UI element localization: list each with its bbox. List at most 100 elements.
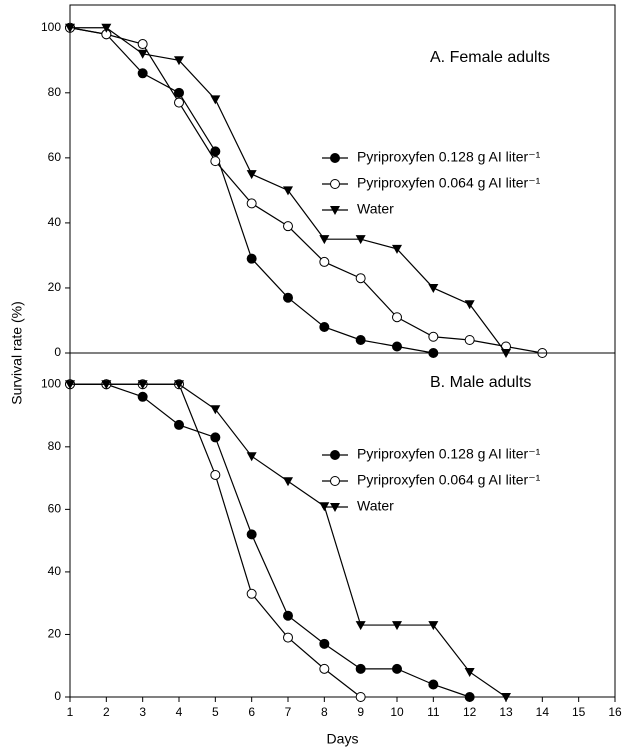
x-tick-label: 5 — [212, 705, 219, 719]
marker — [65, 23, 75, 33]
marker — [137, 391, 148, 402]
legend-marker — [330, 206, 340, 215]
x-tick-label: 8 — [321, 705, 328, 719]
y-tick-label: 60 — [48, 502, 62, 516]
marker — [392, 663, 402, 674]
x-tick-label: 2 — [103, 705, 110, 719]
x-tick-label: 14 — [536, 705, 550, 719]
marker — [174, 380, 184, 390]
marker — [210, 405, 221, 415]
x-tick-label: 16 — [608, 705, 622, 719]
legend-marker — [330, 476, 340, 486]
y-tick-label: 40 — [48, 564, 62, 578]
x-tick-label: 7 — [285, 705, 292, 719]
marker — [246, 452, 257, 462]
marker — [319, 638, 330, 649]
marker — [355, 334, 366, 345]
marker — [137, 39, 148, 50]
legend-marker — [330, 503, 340, 512]
series-line — [70, 383, 362, 698]
legend-label: Pyriproxyfen 0.128 g AI liter⁻¹ — [357, 446, 541, 462]
marker — [428, 283, 439, 293]
series-line — [70, 383, 507, 698]
legend-marker — [330, 450, 340, 460]
y-axis-label: Survival rate (%) — [9, 301, 25, 404]
marker — [210, 156, 221, 167]
marker — [137, 68, 148, 79]
x-tick-label: 13 — [499, 705, 513, 719]
marker — [283, 610, 293, 621]
y-tick-label: 100 — [41, 376, 61, 390]
panel-title: A. Female adults — [430, 49, 550, 66]
marker — [355, 692, 366, 702]
marker — [464, 334, 475, 345]
marker — [464, 667, 475, 677]
marker — [246, 198, 257, 209]
x-tick-label: 6 — [248, 705, 255, 719]
y-tick-label: 100 — [41, 20, 61, 34]
x-tick-label: 9 — [357, 705, 364, 719]
legend-label: Water — [357, 201, 394, 217]
marker — [319, 321, 330, 332]
y-tick-label: 80 — [48, 85, 62, 99]
x-tick-label: 4 — [176, 705, 183, 719]
marker — [137, 380, 148, 390]
marker — [283, 221, 293, 232]
marker — [137, 49, 148, 59]
marker — [392, 621, 402, 631]
marker — [355, 663, 366, 674]
marker — [246, 588, 257, 599]
legend-marker — [330, 179, 340, 189]
legend-label: Pyriproxyfen 0.128 g AI liter⁻¹ — [357, 149, 541, 165]
x-axis-label: Days — [327, 731, 359, 747]
x-tick-label: 11 — [427, 705, 440, 719]
marker — [283, 632, 293, 643]
marker — [392, 341, 402, 352]
marker — [174, 419, 184, 430]
marker — [210, 146, 221, 157]
marker — [246, 253, 257, 264]
marker — [174, 56, 184, 66]
x-tick-label: 1 — [67, 705, 74, 719]
marker — [210, 95, 221, 105]
panel-title: B. Male adults — [430, 374, 531, 391]
marker — [174, 97, 184, 108]
legend-label: Pyriproxyfen 0.064 g AI liter⁻¹ — [357, 472, 541, 488]
marker — [319, 663, 330, 674]
plot-frame — [69, 352, 616, 698]
series-line — [70, 383, 470, 698]
marker — [428, 331, 439, 342]
marker — [65, 380, 75, 390]
y-tick-label: 20 — [48, 627, 62, 641]
y-tick-label: 60 — [48, 150, 62, 164]
marker — [283, 186, 293, 196]
x-tick-label: 12 — [463, 705, 477, 719]
y-tick-label: 20 — [48, 280, 62, 294]
legend-marker — [330, 153, 340, 163]
legend-label: Water — [357, 498, 394, 514]
legend-label: Pyriproxyfen 0.064 g AI liter⁻¹ — [357, 175, 541, 191]
marker — [464, 692, 475, 702]
y-tick-label: 40 — [48, 215, 62, 229]
marker — [392, 312, 402, 323]
marker — [428, 679, 439, 690]
marker — [355, 621, 366, 631]
marker — [283, 477, 293, 487]
marker — [210, 469, 221, 480]
marker — [464, 300, 475, 310]
marker — [101, 380, 112, 390]
marker — [210, 432, 221, 443]
marker — [319, 235, 330, 245]
marker — [101, 23, 112, 33]
x-tick-label: 15 — [572, 705, 586, 719]
x-tick-label: 10 — [390, 705, 404, 719]
marker — [392, 244, 402, 254]
x-tick-label: 3 — [139, 705, 146, 719]
marker — [246, 170, 257, 180]
marker — [355, 235, 366, 245]
y-tick-label: 0 — [54, 689, 61, 703]
marker — [246, 529, 257, 540]
marker — [319, 256, 330, 267]
series-line — [69, 27, 543, 354]
